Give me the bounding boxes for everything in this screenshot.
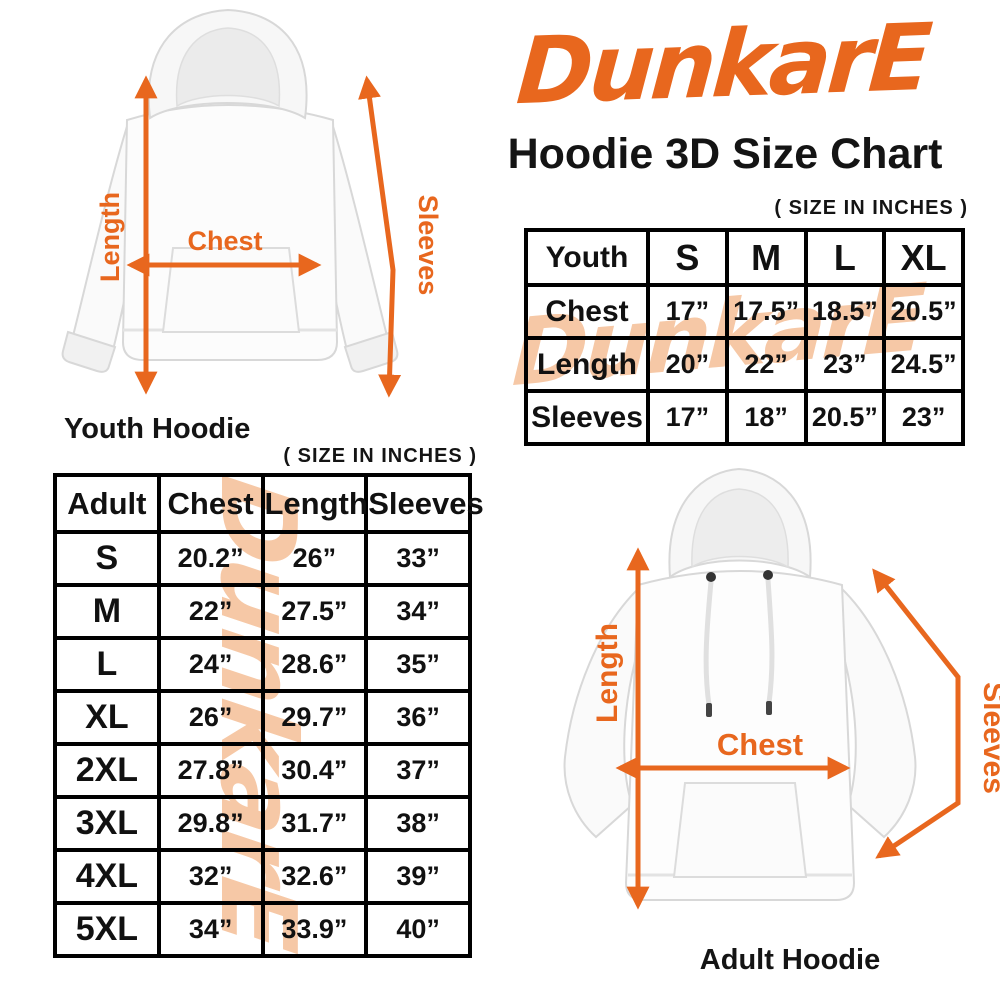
youth-measurement-arrows [126, 75, 402, 398]
column-header: S [646, 228, 729, 287]
adult-size-note: ( SIZE IN INCHES ) [283, 445, 477, 467]
size-value-cell: 17” [646, 389, 729, 446]
page-title: Hoodie 3D Size Chart [507, 130, 943, 178]
table-row: M 22” 27.5” 34” [53, 583, 472, 640]
column-header: Sleeves [364, 473, 484, 534]
youth-sleeves-arrow [358, 75, 402, 398]
size-value-cell: 20.5” [882, 283, 965, 340]
youth-image-caption: Youth Hoodie [64, 413, 251, 445]
size-value-cell: 17” [646, 283, 729, 340]
youth-hoodie-image: Length Chest Sleeves [61, 8, 443, 398]
row-label: XL [53, 689, 161, 746]
size-value-cell: 22” [156, 583, 265, 640]
size-value-cell: 18.5” [803, 283, 887, 340]
youth-hoodie-illustration [61, 8, 399, 373]
size-value-cell: 24.5” [882, 336, 965, 393]
size-value-cell: 40” [364, 901, 472, 958]
adult-chest-label: Chest [717, 727, 803, 762]
table-row: 4XL 32” 32.6” 39” [53, 848, 472, 905]
size-value-cell: 29.8” [156, 795, 265, 852]
youth-size-note: ( SIZE IN INCHES ) [774, 197, 968, 219]
table-row: Chest 17” 17.5” 18.5” 20.5” [524, 283, 965, 340]
size-value-cell: 26” [156, 689, 265, 746]
table-row: 5XL 34” 33.9” 40” [53, 901, 472, 958]
size-value-cell: 20” [646, 336, 729, 393]
row-label: Chest [524, 283, 650, 340]
adult-length-label: Length [591, 623, 624, 723]
youth-table-header-row: Youth S M L XL [524, 228, 965, 287]
size-value-cell: 30.4” [260, 742, 369, 799]
adult-measurement-arrows [615, 547, 961, 910]
size-value-cell: 23” [882, 389, 965, 446]
row-label: 3XL [53, 795, 161, 852]
size-value-cell: 34” [364, 583, 472, 640]
youth-size-table: Youth S M L XL Chest 17” 17.5” 18.5” 20.5” Length… [524, 228, 965, 446]
column-header: L [803, 228, 887, 287]
table-row: 2XL 27.8” 30.4” 37” [53, 742, 472, 799]
size-value-cell: 38” [364, 795, 472, 852]
size-value-cell: 27.8” [156, 742, 265, 799]
size-value-cell: 33.9” [260, 901, 369, 958]
size-value-cell: 17.5” [724, 283, 808, 340]
adult-image-caption: Adult Hoodie [699, 944, 881, 976]
size-value-cell: 39” [364, 848, 472, 905]
row-label: Length [524, 336, 650, 393]
size-value-cell: 23” [803, 336, 887, 393]
column-header: Adult [53, 473, 161, 534]
size-value-cell: 36” [364, 689, 472, 746]
size-value-cell: 18” [724, 389, 808, 446]
row-label: L [53, 636, 161, 693]
size-value-cell: 35” [364, 636, 472, 693]
row-label: 2XL [53, 742, 161, 799]
table-row: L 24” 28.6” 35” [53, 636, 472, 693]
row-label: M [53, 583, 161, 640]
size-value-cell: 33” [364, 530, 472, 587]
table-row: 3XL 29.8” 31.7” 38” [53, 795, 472, 852]
column-header: XL [882, 228, 965, 287]
adult-sleeves-label: Sleeves [977, 682, 1000, 794]
adult-size-table: Adult Chest Length Sleeves S 20.2” 26” 33” M 22”… [53, 473, 484, 958]
size-value-cell: 32” [156, 848, 265, 905]
size-value-cell: 20.5” [803, 389, 887, 446]
size-value-cell: 37” [364, 742, 472, 799]
brand-logo: DunkarE [513, 3, 932, 125]
column-header: Youth [524, 228, 650, 287]
row-label: 4XL [53, 848, 161, 905]
size-value-cell: 20.2” [156, 530, 265, 587]
size-value-cell: 34” [156, 901, 265, 958]
adult-table-header-row: Adult Chest Length Sleeves [53, 473, 484, 534]
size-value-cell: 32.6” [260, 848, 369, 905]
youth-sleeves-label: Sleeves [413, 195, 443, 296]
table-row: XL 26” 29.7” 36” [53, 689, 472, 746]
size-value-cell: 28.6” [260, 636, 369, 693]
youth-length-label: Length [95, 192, 125, 282]
row-label: Sleeves [524, 389, 650, 446]
row-label: 5XL [53, 901, 161, 958]
column-header: Chest [156, 473, 265, 534]
size-value-cell: 24” [156, 636, 265, 693]
table-row: S 20.2” 26” 33” [53, 530, 472, 587]
size-value-cell: 27.5” [260, 583, 369, 640]
table-row: Length 20” 22” 23” 24.5” [524, 336, 965, 393]
column-header: Length [260, 473, 369, 534]
adult-hoodie-image: Length Chest Sleeves [563, 467, 1000, 910]
size-value-cell: 26” [260, 530, 369, 587]
size-value-cell: 29.7” [260, 689, 369, 746]
youth-chest-label: Chest [187, 226, 262, 256]
size-value-cell: 31.7” [260, 795, 369, 852]
size-value-cell: 22” [724, 336, 808, 393]
column-header: M [724, 228, 808, 287]
table-row: Sleeves 17” 18” 20.5” 23” [524, 389, 965, 446]
row-label: S [53, 530, 161, 587]
adult-sleeves-arrow [872, 568, 961, 859]
